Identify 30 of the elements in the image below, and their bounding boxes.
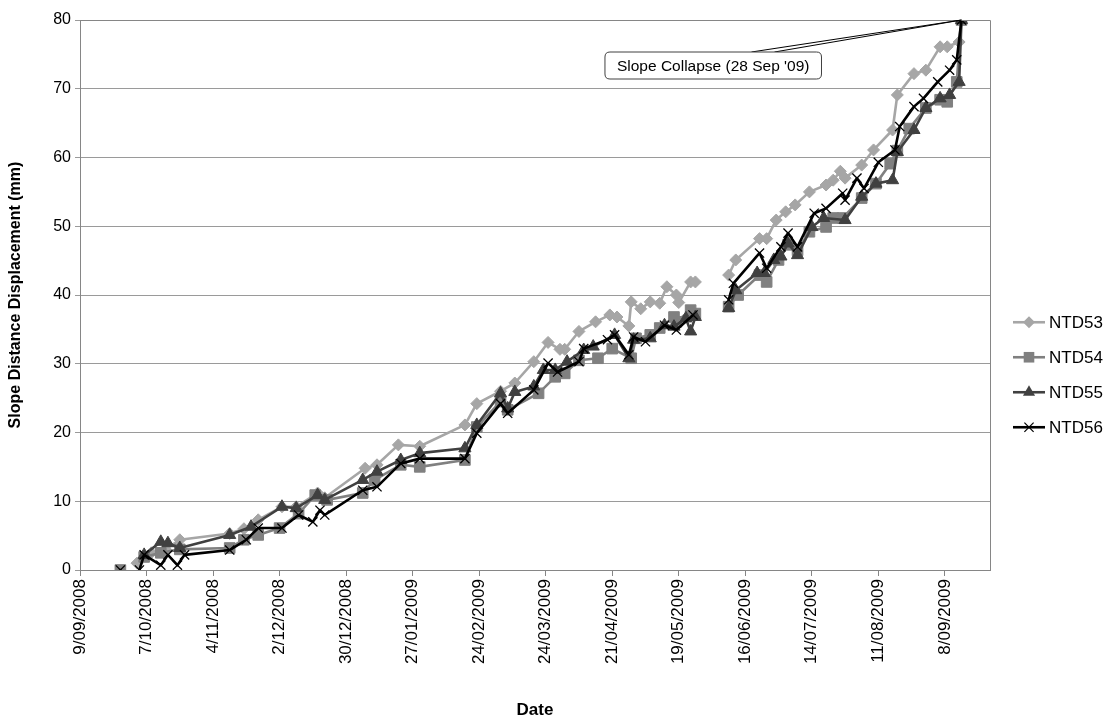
y-tick-label: 40 [53,285,72,303]
legend-label: NTD55 [1049,382,1103,402]
x-tick-label: 8/09/2009 [934,579,954,655]
y-tick-label: 0 [62,560,72,578]
y-tick-label: 30 [53,354,72,372]
y-tick-label: 70 [53,79,72,97]
x-tick-label: 2/12/2008 [269,579,289,655]
legend-label: NTD54 [1049,347,1103,367]
x-tick-label: 19/05/2009 [668,579,688,665]
y-axis-title: Slope Distance Displacement (mm) [6,161,24,429]
x-tick-label: 4/11/2008 [202,579,222,654]
x-tick-label: 16/06/2009 [734,579,754,665]
x-tick-label: 27/01/2009 [402,579,422,665]
y-tick-label: 80 [53,10,72,28]
x-tick-label: 9/09/2008 [69,579,89,655]
y-tick-label: 20 [53,422,72,440]
x-tick-label: 11/08/2009 [868,579,888,663]
x-tick-label: 14/07/2009 [801,579,821,665]
x-axis-title: Date [516,700,554,720]
y-tick-label: 60 [53,147,72,165]
y-tick-label: 50 [53,216,72,234]
annotation: Slope Collapse (28 Sep '09) [616,56,810,74]
legend-label: NTD53 [1049,312,1103,332]
x-tick-label: 30/12/2008 [335,579,355,665]
legend-label: NTD56 [1049,417,1103,437]
y-tick-label: 10 [53,491,72,509]
x-tick-label: 21/04/2009 [601,579,621,665]
x-tick-label: 7/10/2008 [136,579,156,655]
x-tick-label: 24/03/2009 [535,579,555,665]
x-tick-label: 24/02/2009 [468,579,488,665]
